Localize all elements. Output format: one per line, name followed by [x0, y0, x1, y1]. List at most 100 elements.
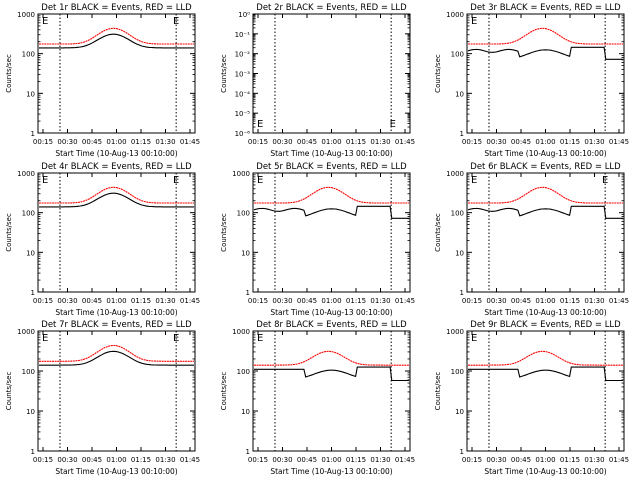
- x-tick-label: 00:45: [511, 297, 531, 305]
- panel-title: Det 9r BLACK = Events, RED = LLD: [470, 320, 621, 330]
- x-axis-label: Start Time (10-Aug-13 00:10:00): [55, 308, 177, 317]
- plot-frame: [466, 330, 625, 452]
- x-tick-label: 00:15: [33, 456, 53, 464]
- panel-title: Det 1r BLACK = Events, RED = LLD: [41, 3, 192, 13]
- x-axis-label: Start Time (10-Aug-13 00:10:00): [484, 467, 606, 476]
- y-axis-label: Counts/sec: [5, 372, 13, 411]
- panel-det-7: Det 7r BLACK = Events, RED = LLD Counts/s…: [5, 320, 200, 476]
- x-tick-label: 00:30: [57, 456, 77, 464]
- x-tick-label: 00:30: [272, 456, 292, 464]
- x-tick-label: 00:30: [486, 138, 506, 146]
- y-tick-label: 10⁻¹: [235, 31, 251, 39]
- x-tick-label: 00:45: [511, 138, 531, 146]
- panel-det-5: Det 5r BLACK = Events, RED = LLD Counts/s…: [220, 162, 415, 317]
- panel-det-9: Det 9r BLACK = Events, RED = LLD Counts/s…: [434, 320, 629, 476]
- series-events-line: [39, 350, 194, 366]
- x-tick-label: 01:30: [155, 297, 175, 305]
- x-tick-label: 01:45: [609, 138, 629, 146]
- e-marker: E: [173, 16, 179, 27]
- x-tick-label: 01:45: [180, 456, 200, 464]
- y-tick-label: 100: [451, 210, 464, 218]
- y-tick-label: 1000: [446, 170, 464, 178]
- e-marker: E: [173, 175, 179, 186]
- panel-det-1: Det 1r BLACK = Events, RED = LLD Counts/s…: [5, 3, 200, 158]
- x-tick-label: 01:15: [131, 297, 151, 305]
- y-tick-label: 10: [241, 249, 250, 257]
- y-tick-label: 10: [455, 408, 464, 416]
- x-tick-label: 01:45: [395, 138, 415, 146]
- x-tick-label: 00:45: [297, 138, 317, 146]
- y-tick-label: 10: [26, 408, 35, 416]
- x-tick-label: 01:15: [131, 456, 151, 464]
- x-axis-label: Start Time (10-Aug-13 00:10:00): [270, 149, 392, 158]
- y-tick-label: 10: [455, 249, 464, 257]
- panel-title: Det 7r BLACK = Events, RED = LLD: [41, 320, 192, 330]
- x-tick-label: 00:45: [82, 456, 102, 464]
- x-tick-label: 01:30: [155, 456, 175, 464]
- y-tick-label: 10: [455, 90, 464, 98]
- y-tick-label: 100: [237, 368, 250, 376]
- series-events-line: [467, 46, 623, 60]
- x-tick-label: 01:45: [395, 456, 415, 464]
- series-events-line: [468, 366, 623, 382]
- plot-frame: [466, 13, 625, 134]
- panel-title: Det 3r BLACK = Events, RED = LLD: [470, 3, 621, 13]
- y-tick-label: 100: [22, 210, 35, 218]
- e-marker: E: [257, 119, 263, 130]
- panel-title: Det 5r BLACK = Events, RED = LLD: [256, 162, 407, 172]
- y-axis-label: Counts/sec: [220, 372, 228, 411]
- y-tick-label: 100: [451, 51, 464, 59]
- x-tick-label: 00:15: [248, 297, 268, 305]
- y-tick-label: 10: [241, 408, 250, 416]
- y-tick-label: 10: [26, 90, 35, 98]
- x-tick-label: 00:15: [462, 297, 482, 305]
- y-tick-label: 100: [22, 51, 35, 59]
- x-axis-label: Start Time (10-Aug-13 00:10:00): [270, 308, 392, 317]
- y-tick-label: 1000: [17, 11, 35, 19]
- x-tick-label: 01:00: [321, 138, 341, 146]
- x-axis-label: Start Time (10-Aug-13 00:10:00): [270, 467, 392, 476]
- e-marker: E: [471, 333, 477, 344]
- x-tick-label: 01:15: [346, 297, 366, 305]
- x-tick-label: 01:15: [560, 138, 580, 146]
- series-lld-line: [468, 27, 623, 45]
- y-tick-label: 1000: [17, 328, 35, 336]
- y-tick-label: 10⁰: [238, 11, 250, 19]
- y-tick-label: 100: [451, 368, 464, 376]
- x-tick-label: 00:45: [511, 456, 531, 464]
- x-tick-label: 01:00: [535, 456, 555, 464]
- y-tick-label: 1: [246, 289, 250, 297]
- e-marker: E: [390, 119, 396, 130]
- y-tick-label: 100: [22, 368, 35, 376]
- x-tick-label: 00:45: [297, 297, 317, 305]
- x-tick-label: 00:30: [57, 138, 77, 146]
- series-lld-line: [254, 350, 409, 366]
- x-tick-label: 00:30: [272, 297, 292, 305]
- y-axis-label: Counts/sec: [220, 54, 228, 93]
- y-tick-label: 100: [237, 210, 250, 218]
- x-tick-label: 01:00: [321, 297, 341, 305]
- plot-frame: [252, 172, 411, 293]
- plot-frame: [252, 330, 411, 452]
- series-lld-line: [468, 186, 623, 204]
- x-tick-label: 00:45: [82, 297, 102, 305]
- x-tick-label: 00:15: [462, 456, 482, 464]
- panel-det-4: Det 4r BLACK = Events, RED = LLD Counts/s…: [5, 162, 200, 317]
- x-tick-label: 01:00: [321, 456, 341, 464]
- plot-frame: [37, 330, 196, 452]
- y-axis-label: Counts/sec: [5, 54, 13, 93]
- y-tick-label: 10⁻⁶: [235, 130, 251, 138]
- y-tick-label: 10⁻³: [235, 71, 251, 79]
- y-tick-label: 1: [31, 289, 35, 297]
- y-tick-label: 1000: [17, 170, 35, 178]
- x-tick-label: 01:45: [609, 456, 629, 464]
- panel-title: Det 8r BLACK = Events, RED = LLD: [256, 320, 407, 330]
- plot-frame: [466, 172, 625, 293]
- panel-det-3: Det 3r BLACK = Events, RED = LLD Counts/s…: [434, 3, 629, 158]
- plot-frame: [37, 13, 196, 134]
- series-events-line: [39, 192, 194, 208]
- x-tick-label: 00:30: [272, 138, 292, 146]
- panel-det-8: Det 8r BLACK = Events, RED = LLD Counts/s…: [220, 320, 415, 476]
- series-lld-line: [468, 350, 623, 366]
- x-tick-label: 00:30: [486, 456, 506, 464]
